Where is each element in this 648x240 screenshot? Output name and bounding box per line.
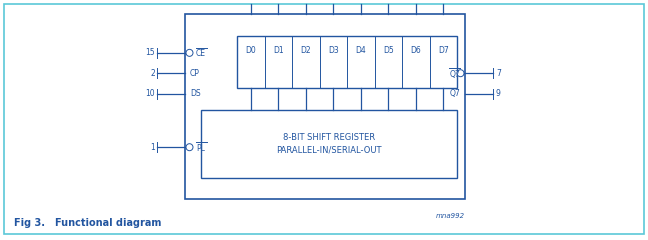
- Text: CE: CE: [196, 49, 206, 58]
- Text: mna992: mna992: [436, 213, 465, 219]
- Bar: [201, 110, 457, 178]
- Text: 15: 15: [145, 48, 155, 57]
- Text: 11: 11: [246, 0, 255, 2]
- Text: Q7: Q7: [449, 70, 460, 79]
- Text: 12: 12: [273, 0, 283, 2]
- Circle shape: [457, 70, 464, 77]
- Text: PL: PL: [196, 144, 205, 153]
- Text: D2: D2: [301, 46, 311, 55]
- Circle shape: [186, 49, 193, 56]
- Text: 7: 7: [496, 69, 501, 78]
- Text: Q7: Q7: [449, 89, 460, 98]
- Text: 8-BIT SHIFT REGISTER: 8-BIT SHIFT REGISTER: [283, 133, 375, 143]
- Text: D3: D3: [328, 46, 339, 55]
- Text: Fig 3.: Fig 3.: [14, 218, 45, 228]
- Text: CP: CP: [190, 69, 200, 78]
- Text: 13: 13: [301, 0, 310, 2]
- Text: D1: D1: [273, 46, 284, 55]
- Text: 4: 4: [386, 0, 391, 2]
- Circle shape: [186, 144, 193, 151]
- Text: D5: D5: [383, 46, 393, 55]
- Text: 10: 10: [145, 89, 155, 98]
- Text: 3: 3: [358, 0, 363, 2]
- Text: Functional diagram: Functional diagram: [55, 218, 161, 228]
- Text: 2: 2: [150, 69, 155, 78]
- Text: DS: DS: [190, 89, 201, 98]
- Text: D7: D7: [438, 46, 448, 55]
- Text: D4: D4: [355, 46, 366, 55]
- Bar: [237, 36, 457, 88]
- Text: 5: 5: [413, 0, 418, 2]
- Text: 14: 14: [329, 0, 338, 2]
- Text: PARALLEL-IN/SERIAL-OUT: PARALLEL-IN/SERIAL-OUT: [276, 145, 382, 155]
- Bar: [185, 14, 465, 199]
- Text: D6: D6: [410, 46, 421, 55]
- Text: 1: 1: [150, 143, 155, 152]
- Text: D0: D0: [246, 46, 256, 55]
- Text: 9: 9: [496, 89, 501, 98]
- Text: 6: 6: [441, 0, 446, 2]
